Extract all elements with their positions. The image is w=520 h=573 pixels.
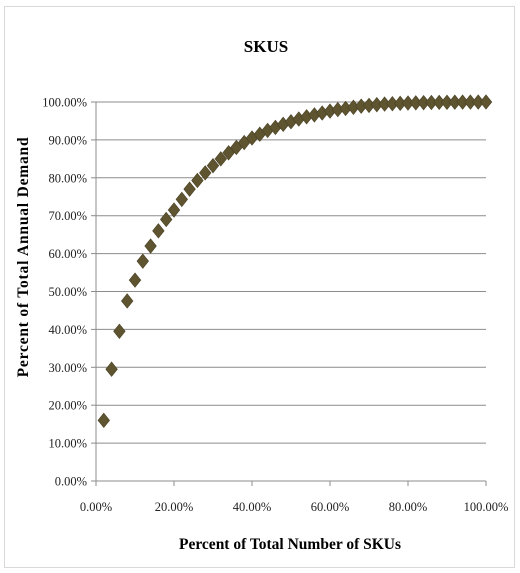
data-point bbox=[105, 361, 118, 377]
data-point bbox=[121, 293, 134, 309]
chart-title: SKUS bbox=[244, 37, 288, 56]
x-tick-label: 20.00% bbox=[155, 500, 194, 514]
data-point bbox=[128, 272, 142, 288]
data-point bbox=[199, 165, 212, 181]
data-point bbox=[191, 172, 204, 189]
data-point bbox=[136, 253, 149, 269]
y-tick-label: 20.00% bbox=[48, 399, 87, 413]
y-tick-label: 50.00% bbox=[48, 285, 87, 299]
data-points bbox=[97, 94, 493, 429]
x-tick-label: 60.00% bbox=[311, 500, 350, 514]
data-point bbox=[479, 94, 493, 110]
y-axis-title: Percent of Total Annual Demand bbox=[15, 137, 32, 378]
data-point bbox=[113, 323, 126, 339]
y-tick-label: 40.00% bbox=[48, 323, 87, 337]
y-tick-label: 0.00% bbox=[55, 475, 87, 489]
data-point bbox=[206, 157, 220, 174]
gridlines bbox=[96, 101, 486, 444]
y-tick-label: 10.00% bbox=[48, 437, 87, 451]
data-point bbox=[175, 191, 188, 208]
y-tick-label: 30.00% bbox=[48, 361, 87, 375]
y-tick-label: 90.00% bbox=[48, 133, 87, 147]
x-axis-title: Percent of Total Number of SKUs bbox=[179, 536, 401, 553]
y-tick-label: 100.00% bbox=[42, 96, 87, 110]
x-tick-label: 80.00% bbox=[389, 500, 428, 514]
data-point bbox=[183, 181, 196, 197]
y-tick-labels: 0.00% 10.00% 20.00% 30.00% 40.00% 50.00% 60.00… bbox=[42, 96, 87, 489]
y-tick-label: 60.00% bbox=[48, 247, 87, 261]
x-tick-label: 100.00% bbox=[464, 500, 509, 514]
data-point bbox=[144, 238, 157, 254]
data-point bbox=[222, 145, 235, 161]
y-tick-label: 80.00% bbox=[48, 171, 87, 185]
x-tick-label: 40.00% bbox=[233, 500, 272, 514]
x-tick-label: 0.00% bbox=[80, 500, 112, 514]
x-tick-labels: 0.00% 20.00% 40.00% 60.00% 80.00% 100.00% bbox=[80, 500, 509, 514]
y-tick-label: 70.00% bbox=[48, 209, 87, 223]
data-point bbox=[97, 412, 110, 429]
data-point bbox=[152, 223, 165, 239]
data-point bbox=[167, 202, 181, 218]
axes bbox=[91, 101, 487, 486]
data-point bbox=[160, 211, 173, 228]
data-point bbox=[214, 151, 227, 167]
